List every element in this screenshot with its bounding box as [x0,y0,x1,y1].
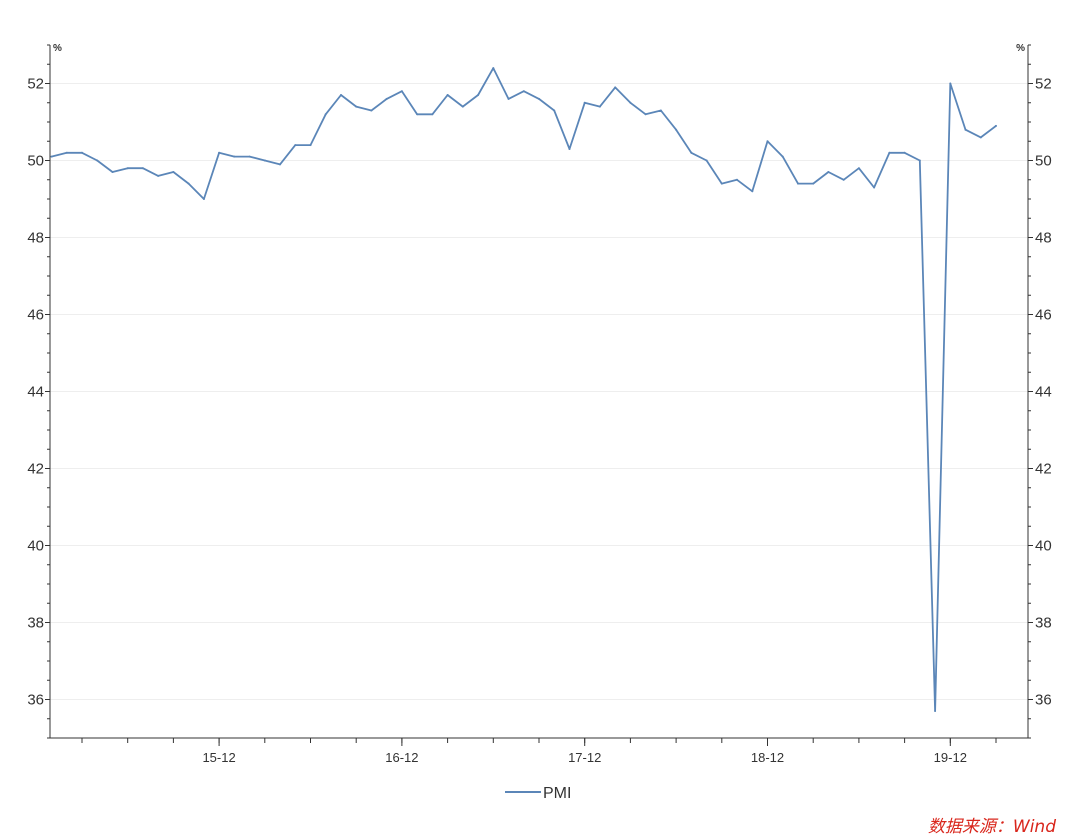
data-point-pmi-20 [355,105,358,108]
series-layer [50,67,997,712]
left-axis-unit: % [53,43,62,54]
legend: PMI [505,785,571,802]
data-point-pmi-11 [218,151,221,154]
data-point-pmi-51 [827,171,830,173]
y-axis-ticks: 36 36 38 38 40 40 42 42 44 44 46 46 48 48 50 50 52 52 [27,44,1052,739]
data-point-pmi-29 [492,67,495,70]
data-point-pmi-55 [888,151,891,154]
data-point-pmi-2 [81,151,83,154]
data-point-pmi-21 [370,109,373,112]
left-tick-label-42: 42 [27,461,44,478]
data-point-pmi-42 [690,151,693,154]
data-point-pmi-8 [172,171,175,173]
data-point-pmi-58 [934,710,937,712]
x-tick-label-16-12: 16-12 [385,750,418,765]
x-tick-label-18-12: 18-12 [751,750,784,765]
right-tick-label-46: 46 [1035,307,1052,324]
data-point-pmi-59 [949,82,952,85]
left-tick-label-40: 40 [27,538,44,555]
left-tick-label-36: 36 [27,692,44,709]
data-point-pmi-25 [431,113,434,116]
legend-label-pmi: PMI [543,785,571,802]
data-point-pmi-24 [416,113,419,116]
chart-axes: % % [49,43,1029,739]
data-point-pmi-0 [50,155,53,158]
data-point-pmi-3 [96,159,99,162]
data-point-pmi-6 [141,167,144,170]
left-tick-label-52: 52 [27,76,44,93]
data-point-pmi-23 [400,90,403,93]
data-point-pmi-53 [857,167,860,170]
data-point-pmi-17 [309,144,312,147]
data-point-pmi-37 [614,86,617,89]
data-point-pmi-62 [995,124,997,127]
data-point-pmi-47 [766,140,769,143]
left-tick-label-48: 48 [27,230,44,247]
data-point-pmi-41 [675,128,678,131]
series-line-pmi [51,67,997,712]
data-point-pmi-18 [324,113,327,116]
data-point-pmi-61 [979,136,982,139]
left-tick-label-44: 44 [27,384,44,401]
data-point-pmi-35 [583,101,586,104]
data-point-pmi-56 [903,151,906,154]
data-point-pmi-13 [248,155,251,158]
data-point-pmi-4 [111,171,114,173]
grid-lines [50,83,1028,700]
right-axis-unit: % [1016,43,1025,54]
data-point-pmi-1 [65,151,68,154]
data-point-pmi-10 [202,198,205,200]
data-point-pmi-45 [736,178,738,181]
data-point-pmi-39 [644,113,647,116]
data-point-pmi-30 [507,97,510,100]
data-point-pmi-32 [538,97,540,100]
x-axis-ticks: 15-12 16-12 17-12 18-12 19-12 [81,738,997,765]
data-point-pmi-49 [797,182,799,185]
data-point-pmi-40 [659,109,662,112]
data-point-pmi-54 [873,186,876,189]
data-point-pmi-43 [705,159,708,162]
right-tick-label-36: 36 [1035,692,1052,709]
data-point-pmi-44 [720,182,723,185]
data-point-pmi-60 [964,128,967,131]
data-point-pmi-38 [629,101,632,104]
data-point-pmi-7 [157,174,160,177]
data-point-pmi-22 [385,97,388,100]
left-tick-label-38: 38 [27,615,44,632]
data-point-pmi-9 [187,182,190,185]
right-tick-label-44: 44 [1035,384,1052,401]
data-point-pmi-33 [553,109,556,112]
data-point-pmi-16 [294,144,297,147]
data-point-pmi-31 [522,90,525,93]
right-tick-label-42: 42 [1035,461,1052,478]
right-tick-label-38: 38 [1035,615,1052,632]
data-point-pmi-46 [751,190,754,193]
data-point-pmi-26 [446,94,449,96]
data-point-pmi-28 [477,94,480,96]
data-point-pmi-5 [126,167,129,170]
right-tick-label-40: 40 [1035,538,1052,555]
data-point-pmi-48 [781,155,784,158]
data-point-pmi-15 [279,163,281,166]
right-tick-label-52: 52 [1035,76,1052,93]
data-point-pmi-14 [263,159,266,162]
data-point-pmi-57 [918,159,921,162]
x-tick-label-19-12: 19-12 [934,750,967,765]
data-point-pmi-50 [812,182,815,185]
data-point-pmi-19 [340,94,342,96]
x-tick-label-17-12: 17-12 [568,750,601,765]
x-tick-label-15-12: 15-12 [202,750,235,765]
left-tick-label-46: 46 [27,307,44,324]
data-point-pmi-12 [233,155,236,158]
data-point-pmi-52 [842,178,845,181]
data-point-pmi-34 [568,148,571,150]
left-tick-label-50: 50 [27,153,44,170]
data-point-pmi-27 [461,105,464,108]
data-source-note: 数据来源：Wind [927,817,1056,837]
data-point-pmi-36 [598,105,601,108]
right-tick-label-50: 50 [1035,153,1052,170]
right-tick-label-48: 48 [1035,230,1052,247]
